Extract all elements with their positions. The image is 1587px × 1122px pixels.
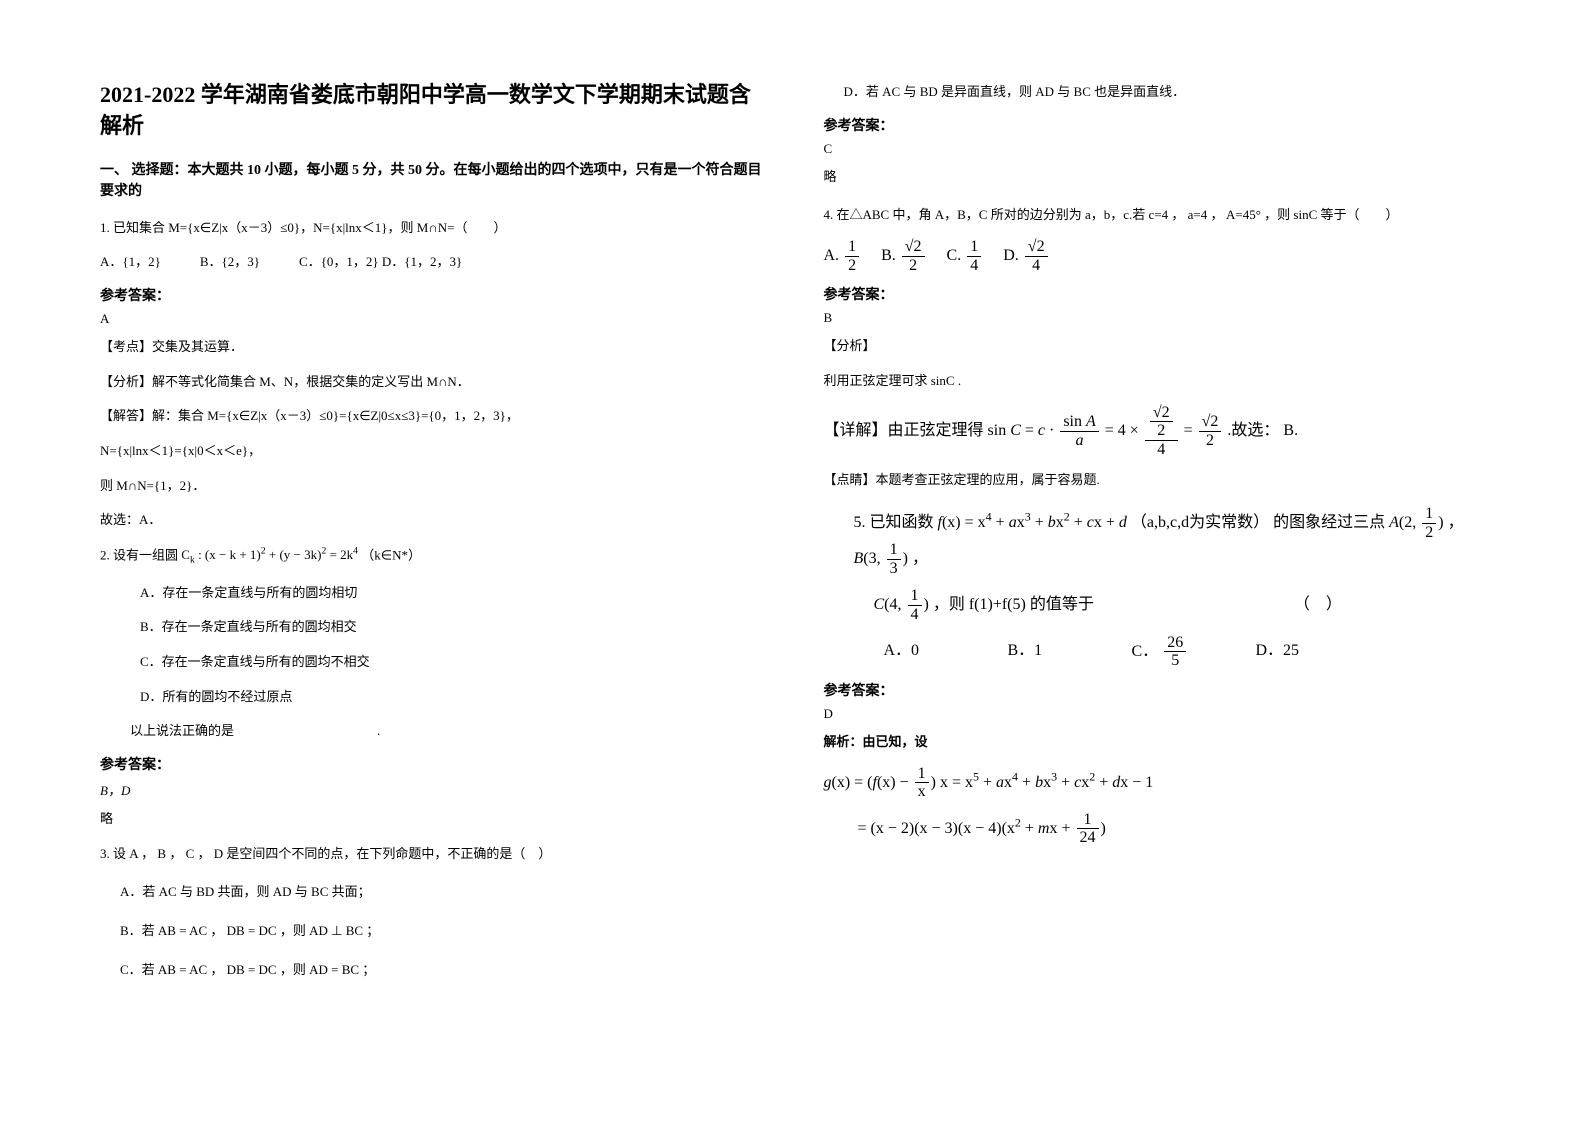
q2-stem: 2. 设有一组圆 Ck : (x − k + 1)2 + (y − 3k)2 =… (100, 543, 764, 570)
q1-ans-label: 参考答案： (100, 285, 764, 305)
q2-tail: 以上说法正确的是 . (100, 719, 764, 744)
q1-jieda-1: 【解答】解：集合 M={x∈Z|x（x－3）≤0}={x∈Z|0≤x≤3}={0… (100, 404, 764, 429)
q4-fenxi: 【分析】 (824, 334, 1488, 359)
section-1-head: 一、 选择题：本大题共 10 小题，每小题 5 分，共 50 分。在每小题给出的… (100, 160, 764, 202)
q4-fenxi-2: 利用正弦定理可求 sinC . (824, 369, 1488, 394)
q3-opt-a: A．若 AC 与 BD 共面，则 AD 与 BC 共面； (100, 880, 764, 905)
q4-xiangjie: 【详解】由正弦定理得 sin C = c · sin Aa = 4 × √224… (824, 404, 1488, 459)
q2-ans-label: 参考答案： (100, 754, 764, 774)
q5-point-a: A(2, 12) (1389, 514, 1443, 531)
q1-stem: 1. 已知集合 M={x∈Z|x（x－3）≤0}，N={x|lnx＜1}，则 M… (100, 216, 764, 241)
q4-dianshi: 【点睛】本题考查正弦定理的应用，属于容易题. (824, 468, 1488, 493)
q5-opt-a: A．0 (884, 636, 1004, 666)
q4-options: A. 12 B. √22 C. 14 D. √24 (824, 238, 1488, 274)
q5-opt-c: C． 265 (1132, 634, 1252, 670)
q3-ans-label: 参考答案： (824, 115, 1488, 135)
q1-options: A．{1，2} B．{2，3} C．{0，1，2} D．{1，2，3} (100, 250, 764, 275)
q4-formula: sin C = c · sin Aa = 4 × √224 = √22 (988, 422, 1224, 439)
q3-opt-c: C．若 AB = AC ， DB = DC ，则 AD = BC ； (100, 958, 764, 983)
q3-stem: 3. 设 A ， B ， C ， D 是空间四个不同的点，在下列命题中，不正确的… (100, 842, 764, 867)
q2-omit: 略 (100, 807, 764, 832)
q5-opt-b: B．1 (1008, 636, 1128, 666)
q2-formula: Ck : (x − k + 1)2 + (y − 3k)2 = 2k4 (181, 547, 361, 562)
q5-jiexi-label: 解析：由已知，设 (824, 734, 928, 749)
q1-jieda-3: 则 M∩N={1，2}． (100, 474, 764, 499)
q3-omit: 略 (824, 165, 1488, 190)
q3-opt-b: B．若 AB = AC ， DB = DC ，则 AD ⊥ BC ； (100, 919, 764, 944)
q5-stem-c: 的图象经过三点 (1273, 514, 1389, 531)
q5-point-c: C(4, 14) (874, 596, 929, 613)
q5-gx-formula-2: = (x − 2)(x − 3)(x − 4)(x2 + mx + 124) (824, 811, 1488, 847)
q5-stem-line2: C(4, 14) ，则 f(1)+f(5) 的值等于 （ ） (824, 587, 1488, 623)
q5-stem-a: 5. 已知函数 (854, 514, 938, 531)
q1-jieda-2: N={x|lnx＜1}={x|0＜x＜e}， (100, 439, 764, 464)
q5-options: A．0 B．1 C． 265 D．25 (824, 634, 1488, 670)
q2-opt-b: B．存在一条定直线与所有的圆均相交 (100, 615, 764, 640)
q5-ans-label: 参考答案： (824, 680, 1488, 700)
q4-xj-b: .故选： B. (1227, 422, 1298, 439)
q5-tail: ，则 f(1)+f(5) 的值等于 （ ） (933, 596, 1342, 613)
q5-point-b: B(3, 13) (854, 550, 908, 567)
q2-opt-a: A．存在一条定直线与所有的圆均相切 (100, 581, 764, 606)
q5-stem: 5. 已知函数 f(x) = x4 + ax3 + bx2 + cx + d （… (824, 505, 1488, 577)
q2-stem-a: 2. 设有一组圆 (100, 547, 181, 562)
q2-opt-c: C．存在一条定直线与所有的圆均不相交 (100, 650, 764, 675)
q2-ans: B，D (100, 780, 764, 799)
q5-stem-b: （a,b,c,d为实常数） (1131, 514, 1269, 531)
q3-ans: C (824, 141, 1488, 157)
q5-ans: D (824, 706, 1488, 722)
q3-opt-d: D．若 AC 与 BD 是异面直线，则 AD 与 BC 也是异面直线． (824, 80, 1488, 105)
q5-jiexi: 解析：由已知，设 (824, 730, 1488, 755)
q5-gx-formula: g(x) = (f(x) − 1x) x = x5 + ax4 + bx3 + … (824, 765, 1488, 801)
q2-opt-d: D．所有的圆均不经过原点 (100, 685, 764, 710)
q1-kaodian: 【考点】交集及其运算． (100, 335, 764, 360)
q1-fenxi: 【分析】解不等式化简集合 M、N，根据交集的定义写出 M∩N． (100, 370, 764, 395)
q1-jieda-4: 故选：A． (100, 508, 764, 533)
q4-stem: 4. 在△ABC 中，角 A，B，C 所对的边分别为 a，b，c.若 c=4 ，… (824, 203, 1488, 228)
exam-title: 2021-2022 学年湖南省娄底市朝阳中学高一数学文下学期期末试题含解析 (100, 80, 764, 142)
q5-opt-d: D．25 (1256, 636, 1356, 666)
q2-stem-b: （k∈N*） (361, 547, 421, 562)
q1-ans: A (100, 311, 764, 327)
q3-stem-text: 3. 设 A ， B ， C ， D 是空间四个不同的点，在下列命题中，不正确的… (100, 846, 551, 861)
q4-ans: B (824, 310, 1488, 326)
q4-ans-label: 参考答案： (824, 284, 1488, 304)
q5-fx-formula: f(x) = x4 + ax3 + bx2 + cx + d (938, 514, 1131, 531)
q4-xj-a: 【详解】由正弦定理得 (824, 422, 988, 439)
